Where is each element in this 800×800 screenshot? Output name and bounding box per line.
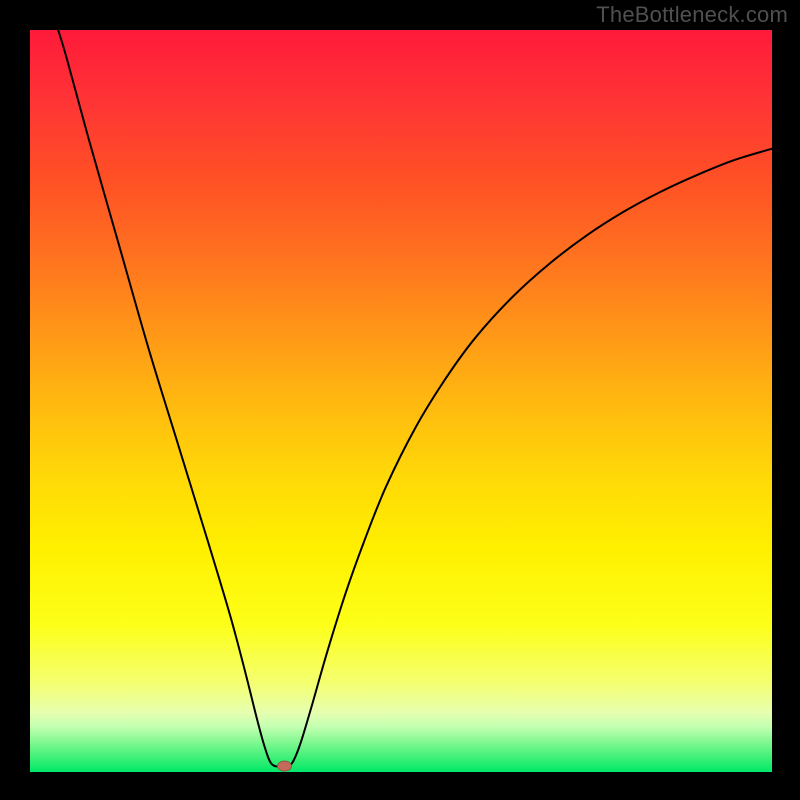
plot-background — [30, 30, 772, 772]
bottleneck-chart — [0, 0, 800, 800]
watermark-text: TheBottleneck.com — [596, 2, 788, 28]
curve-marker-icon — [278, 761, 292, 771]
